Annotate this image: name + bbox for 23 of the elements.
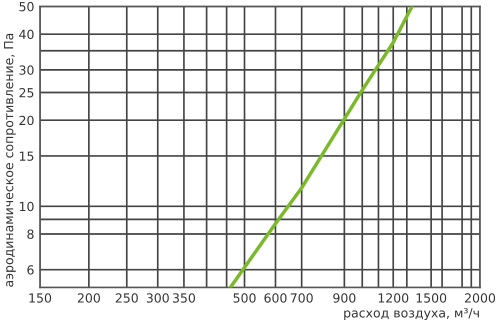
x-tick-label: 1200 — [378, 293, 408, 303]
y-tick-label: 25 — [19, 88, 34, 98]
x-tick-label: 250 — [116, 293, 138, 303]
y-tick-label: 20 — [19, 116, 34, 126]
y-axis-title: аэродинамическое сопротивление, Па — [4, 34, 16, 287]
y-tick-label: 30 — [19, 65, 34, 75]
y-tick-label: 50 — [20, 2, 34, 12]
x-tick-label: 150 — [29, 293, 52, 303]
x-tick-label: 900 — [333, 293, 356, 303]
y-tick-label: 40 — [19, 30, 34, 40]
x-tick-label: 500 — [234, 293, 256, 303]
y-tick-label: 8 — [27, 229, 34, 239]
x-tick-label: 350 — [172, 293, 196, 303]
x-tick-label: 2000 — [465, 293, 496, 303]
y-tick-label: 15 — [20, 152, 34, 161]
x-axis-title: расход воздуха, м³/ч — [344, 308, 479, 320]
x-tick-label: 700 — [290, 293, 313, 303]
x-tick-label: 600 — [264, 293, 287, 303]
x-tick-label: 200 — [78, 293, 100, 303]
x-tick-label: 1500 — [416, 293, 446, 303]
y-tick-label: 10 — [20, 202, 34, 212]
x-tick-label: 300 — [146, 293, 169, 303]
y-tick-label: 6 — [27, 265, 34, 275]
